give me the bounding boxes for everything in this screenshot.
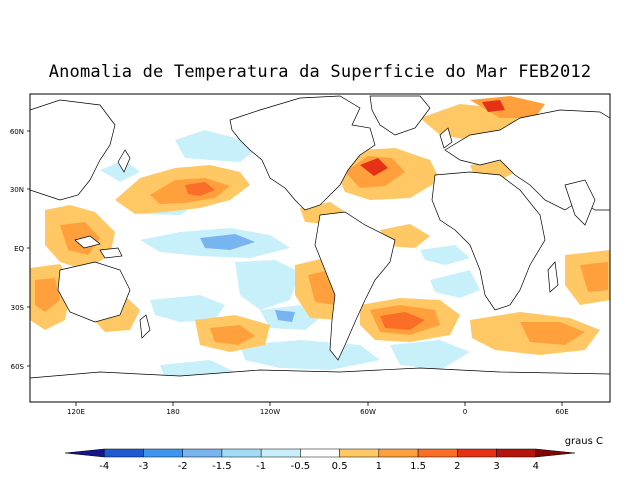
cold-central-pacific-south <box>235 260 300 310</box>
colorbar-label: 0.5 <box>332 461 348 472</box>
warm-indian-east-core <box>580 262 608 292</box>
colorbar-bin <box>260 448 301 458</box>
colorbar-bin <box>417 448 458 458</box>
colorbar-bin <box>339 448 380 458</box>
map-title: Anomalia de Temperatura da Superficie do… <box>48 62 592 82</box>
lat-label: 30S <box>11 304 25 312</box>
lat-label: 30N <box>10 186 24 194</box>
lat-label: EQ <box>14 245 24 253</box>
warm-barents-peak <box>482 100 505 112</box>
colorbar-label: -2 <box>178 461 188 472</box>
cold-atlantic-tropics <box>420 245 470 265</box>
lat-label: 60S <box>11 363 25 371</box>
colorbar-label: -3 <box>138 461 148 472</box>
colorbar: -4 -3 -2 -1.5 -1 -0.5 0.5 1 1.5 2 3 4 <box>64 448 576 472</box>
land-east-asia <box>30 99 116 201</box>
cold-south-atlantic-east <box>430 270 480 298</box>
land-india <box>564 179 596 226</box>
colorbar-label: 4 <box>533 461 539 472</box>
cold-south-pacific <box>150 295 225 322</box>
land-madagascar <box>547 261 559 293</box>
lon-label: 0 <box>463 408 467 416</box>
colorbar-bin <box>64 448 105 458</box>
land-indonesia-1 <box>74 235 101 249</box>
colorbar-label: 2 <box>454 461 460 472</box>
colorbar-bin <box>457 448 497 458</box>
warm-north-pacific-peak <box>185 182 215 196</box>
warm-south-atlantic-peak <box>380 312 425 330</box>
colorbar-label: 1.5 <box>410 461 426 472</box>
warm-south-indian-core <box>520 322 585 345</box>
longitude-axis: 120E 180 120W 60W 0 60E <box>67 402 569 416</box>
land-new-zealand <box>139 314 151 339</box>
colorbar-label: -4 <box>99 461 109 472</box>
colorbar-bin <box>378 448 419 458</box>
cold-east-pacific-core <box>200 234 255 250</box>
land-indonesia-2 <box>99 247 123 259</box>
colorbar-bin <box>103 448 144 458</box>
lon-label: 120W <box>260 408 280 416</box>
colorbar-label: -1.5 <box>212 461 232 472</box>
land-japan <box>117 149 131 173</box>
land-north-america <box>229 95 376 211</box>
lon-label: 60W <box>360 408 376 416</box>
warm-anomaly-regions <box>30 96 610 355</box>
colorbar-label: -1 <box>256 461 266 472</box>
land-greenland <box>369 95 431 136</box>
land-british-isles <box>439 127 453 149</box>
land-africa <box>431 171 546 311</box>
colorbar-label: -0.5 <box>291 461 311 472</box>
lon-label: 180 <box>166 408 179 416</box>
lon-label: 60E <box>555 408 568 416</box>
land-south-america <box>314 211 396 361</box>
colorbar-bin <box>300 448 340 458</box>
cold-south-pacific-core <box>275 310 295 322</box>
latitude-axis: 60N 30N EQ 30S 60S <box>10 128 30 371</box>
colorbar-bin <box>496 448 537 458</box>
colorbar-bin <box>143 448 183 458</box>
colorbar-bin <box>535 448 576 458</box>
colorbar-bin <box>221 448 262 458</box>
cold-south-atlantic <box>390 340 470 370</box>
warm-south-pacific-core <box>210 325 255 345</box>
warm-west-australia-core <box>35 278 60 312</box>
cold-near-china <box>100 160 140 182</box>
colorbar-label: 3 <box>493 461 499 472</box>
cold-north-pacific <box>175 130 255 162</box>
land-australia <box>57 261 131 323</box>
warm-gulf-stream-peak <box>360 158 388 176</box>
land-antarctica <box>30 367 610 402</box>
lon-label: 120E <box>67 408 85 416</box>
colorbar-label: 1 <box>376 461 382 472</box>
landmasses <box>30 95 610 402</box>
lat-label: 60N <box>10 128 24 136</box>
colorbar-bin <box>182 448 223 458</box>
colorbar-units: graus C <box>565 436 603 447</box>
cold-southern-ocean <box>240 340 380 370</box>
